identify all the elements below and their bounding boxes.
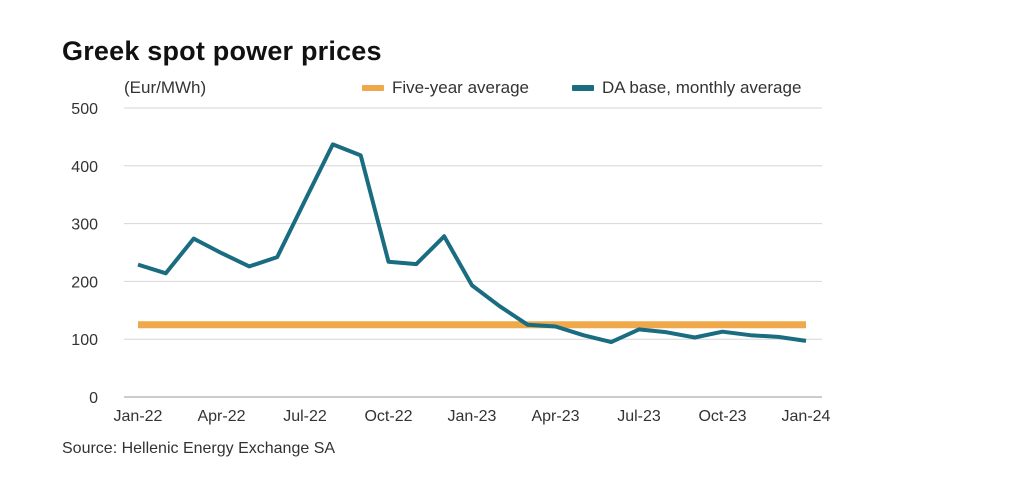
- legend-label-da-base: DA base, monthly average: [602, 78, 802, 97]
- series-line-da-base-monthly-average: [137, 142, 807, 345]
- x-tick-label-jan-24: Jan-24: [782, 408, 831, 425]
- legend-swatch-da-base: [572, 85, 594, 91]
- x-tick-label-jan-22: Jan-22: [114, 408, 163, 425]
- y-tick-label-200: 200: [71, 274, 98, 291]
- legend-item-da-base: DA base, monthly average: [572, 78, 801, 98]
- x-tick-label-oct-23: Oct-23: [698, 408, 746, 425]
- legend-item-five-year-average: Five-year average: [362, 78, 529, 98]
- y-tick-label-500: 500: [71, 101, 98, 118]
- source-note: Source: Hellenic Energy Exchange SA: [62, 440, 336, 457]
- legend-label-five-year-average: Five-year average: [392, 78, 530, 97]
- x-tick-label-oct-22: Oct-22: [364, 408, 412, 425]
- y-axis-unit-label: (Eur/MWh): [124, 78, 207, 97]
- y-tick-label-0: 0: [89, 390, 98, 407]
- y-tick-label-100: 100: [71, 332, 98, 349]
- y-tick-label-400: 400: [71, 159, 98, 176]
- x-tick-label-apr-23: Apr-23: [531, 408, 579, 425]
- y-tick-label-300: 300: [71, 217, 98, 234]
- x-tick-label-jan-23: Jan-23: [448, 408, 497, 425]
- legend-swatch-five-year-average: [362, 85, 384, 91]
- x-tick-label-jul-22: Jul-22: [283, 408, 327, 425]
- chart-title: Greek spot power prices: [62, 36, 382, 66]
- x-tick-label-jul-23: Jul-23: [617, 408, 661, 425]
- x-tick-label-apr-22: Apr-22: [197, 408, 245, 425]
